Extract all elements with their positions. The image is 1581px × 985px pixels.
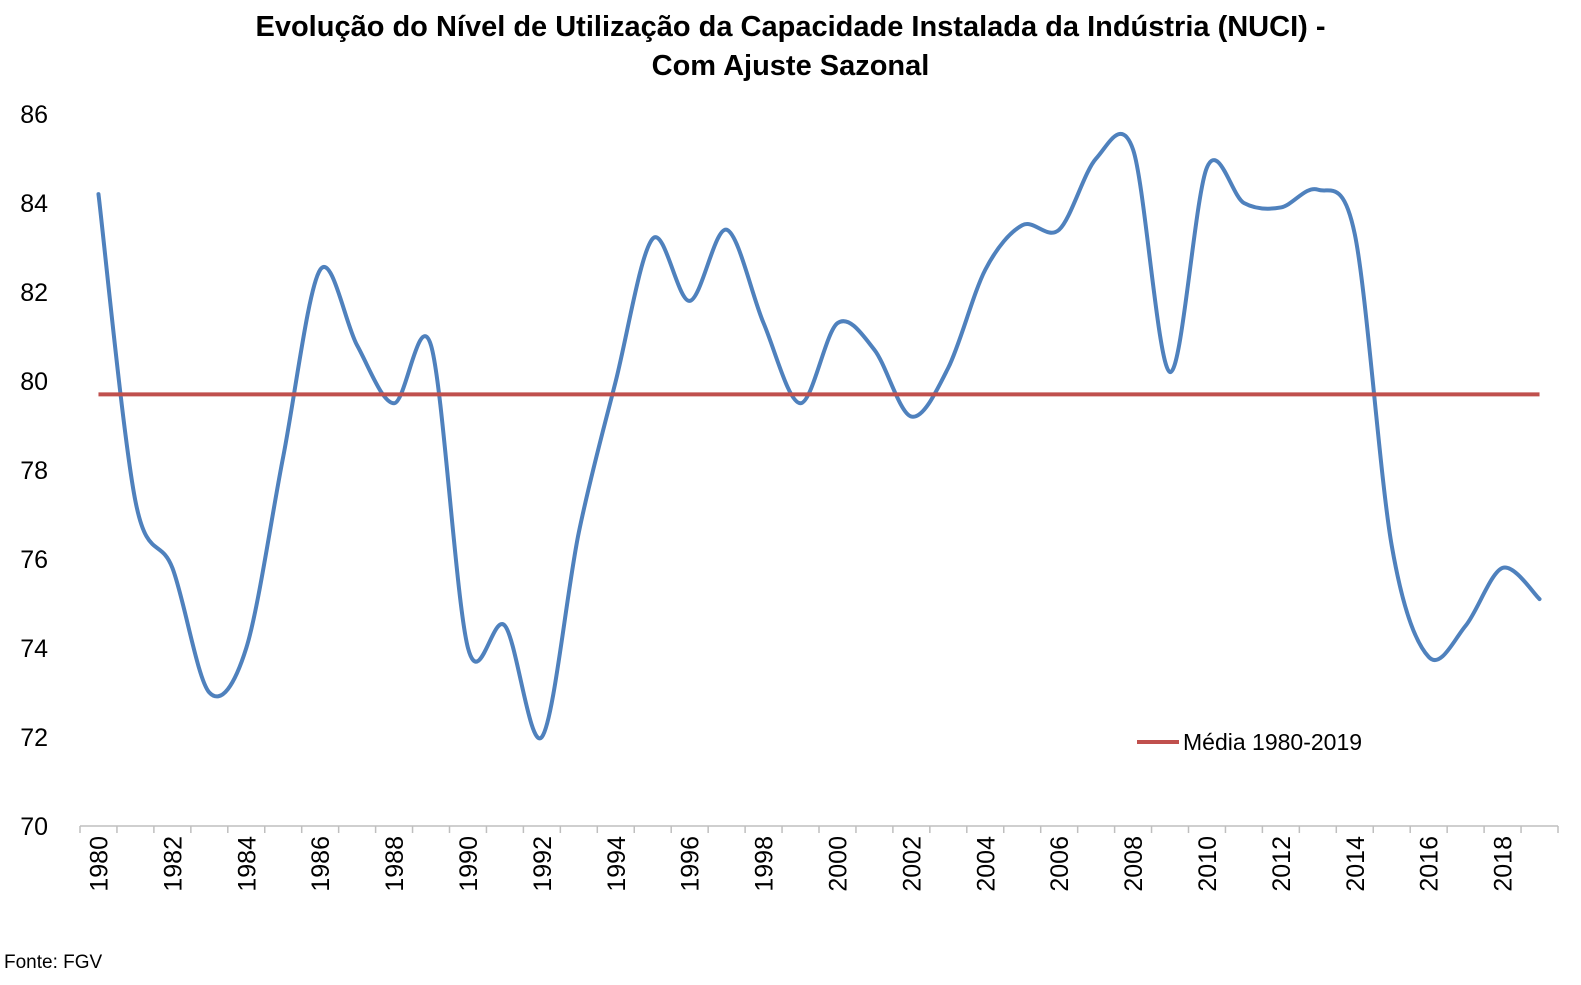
chart-title-line-2: Com Ajuste Sazonal [651, 50, 930, 82]
x-tick-label: 1996 [677, 836, 705, 892]
x-tick-label: 2012 [1268, 836, 1296, 892]
x-tick-label: 2014 [1342, 836, 1370, 892]
x-tick-label: 1992 [529, 836, 557, 892]
y-tick-label: 82 [20, 279, 48, 307]
y-tick-label: 80 [20, 368, 48, 396]
x-tick-label: 1986 [307, 836, 335, 892]
x-tick-label: 1984 [233, 836, 261, 892]
y-tick-label: 86 [20, 101, 48, 129]
x-tick-label: 2004 [972, 836, 1000, 892]
x-tick-label: 2016 [1416, 836, 1444, 892]
x-tick-label: 2010 [1194, 836, 1222, 892]
y-axis: 70 72 74 76 78 80 82 84 86 [20, 101, 48, 841]
x-axis: 1980 1982 1984 1986 1988 1990 1992 1994 1996 1998… [79, 825, 1559, 892]
x-tick-label: 2000 [824, 836, 852, 892]
x-tick-label: 2006 [1046, 836, 1074, 892]
x-tick-label: 1998 [751, 836, 779, 892]
y-tick-label: 84 [20, 190, 48, 218]
x-tick-label: 2002 [898, 836, 926, 892]
y-tick-label: 72 [20, 724, 48, 752]
y-tick-label: 76 [20, 546, 48, 574]
y-tick-label: 70 [20, 813, 48, 841]
chart-title-line-1: Evolução do Nível de Utilização da Capac… [255, 11, 1326, 43]
x-tick-label: 1990 [455, 836, 483, 892]
legend-label-average: Média 1980-2019 [1183, 729, 1362, 755]
x-tick-label: 2008 [1120, 836, 1148, 892]
nuci-series-line [96, 132, 1542, 741]
legend: Média 1980-2019 [1137, 729, 1362, 755]
chart-title: Evolução do Nível de Utilização da Capac… [0, 8, 1581, 86]
x-tick-label: 1988 [381, 836, 409, 892]
y-tick-label: 78 [20, 457, 48, 485]
x-tick-label: 2018 [1490, 836, 1518, 892]
source-note: Fonte: FGV [4, 952, 103, 973]
x-tick-label: 1980 [85, 836, 113, 892]
x-tick-label: 1994 [603, 836, 631, 892]
y-tick-label: 74 [20, 635, 48, 663]
x-tick-label: 1982 [159, 836, 187, 892]
series-layer [96, 132, 1542, 741]
